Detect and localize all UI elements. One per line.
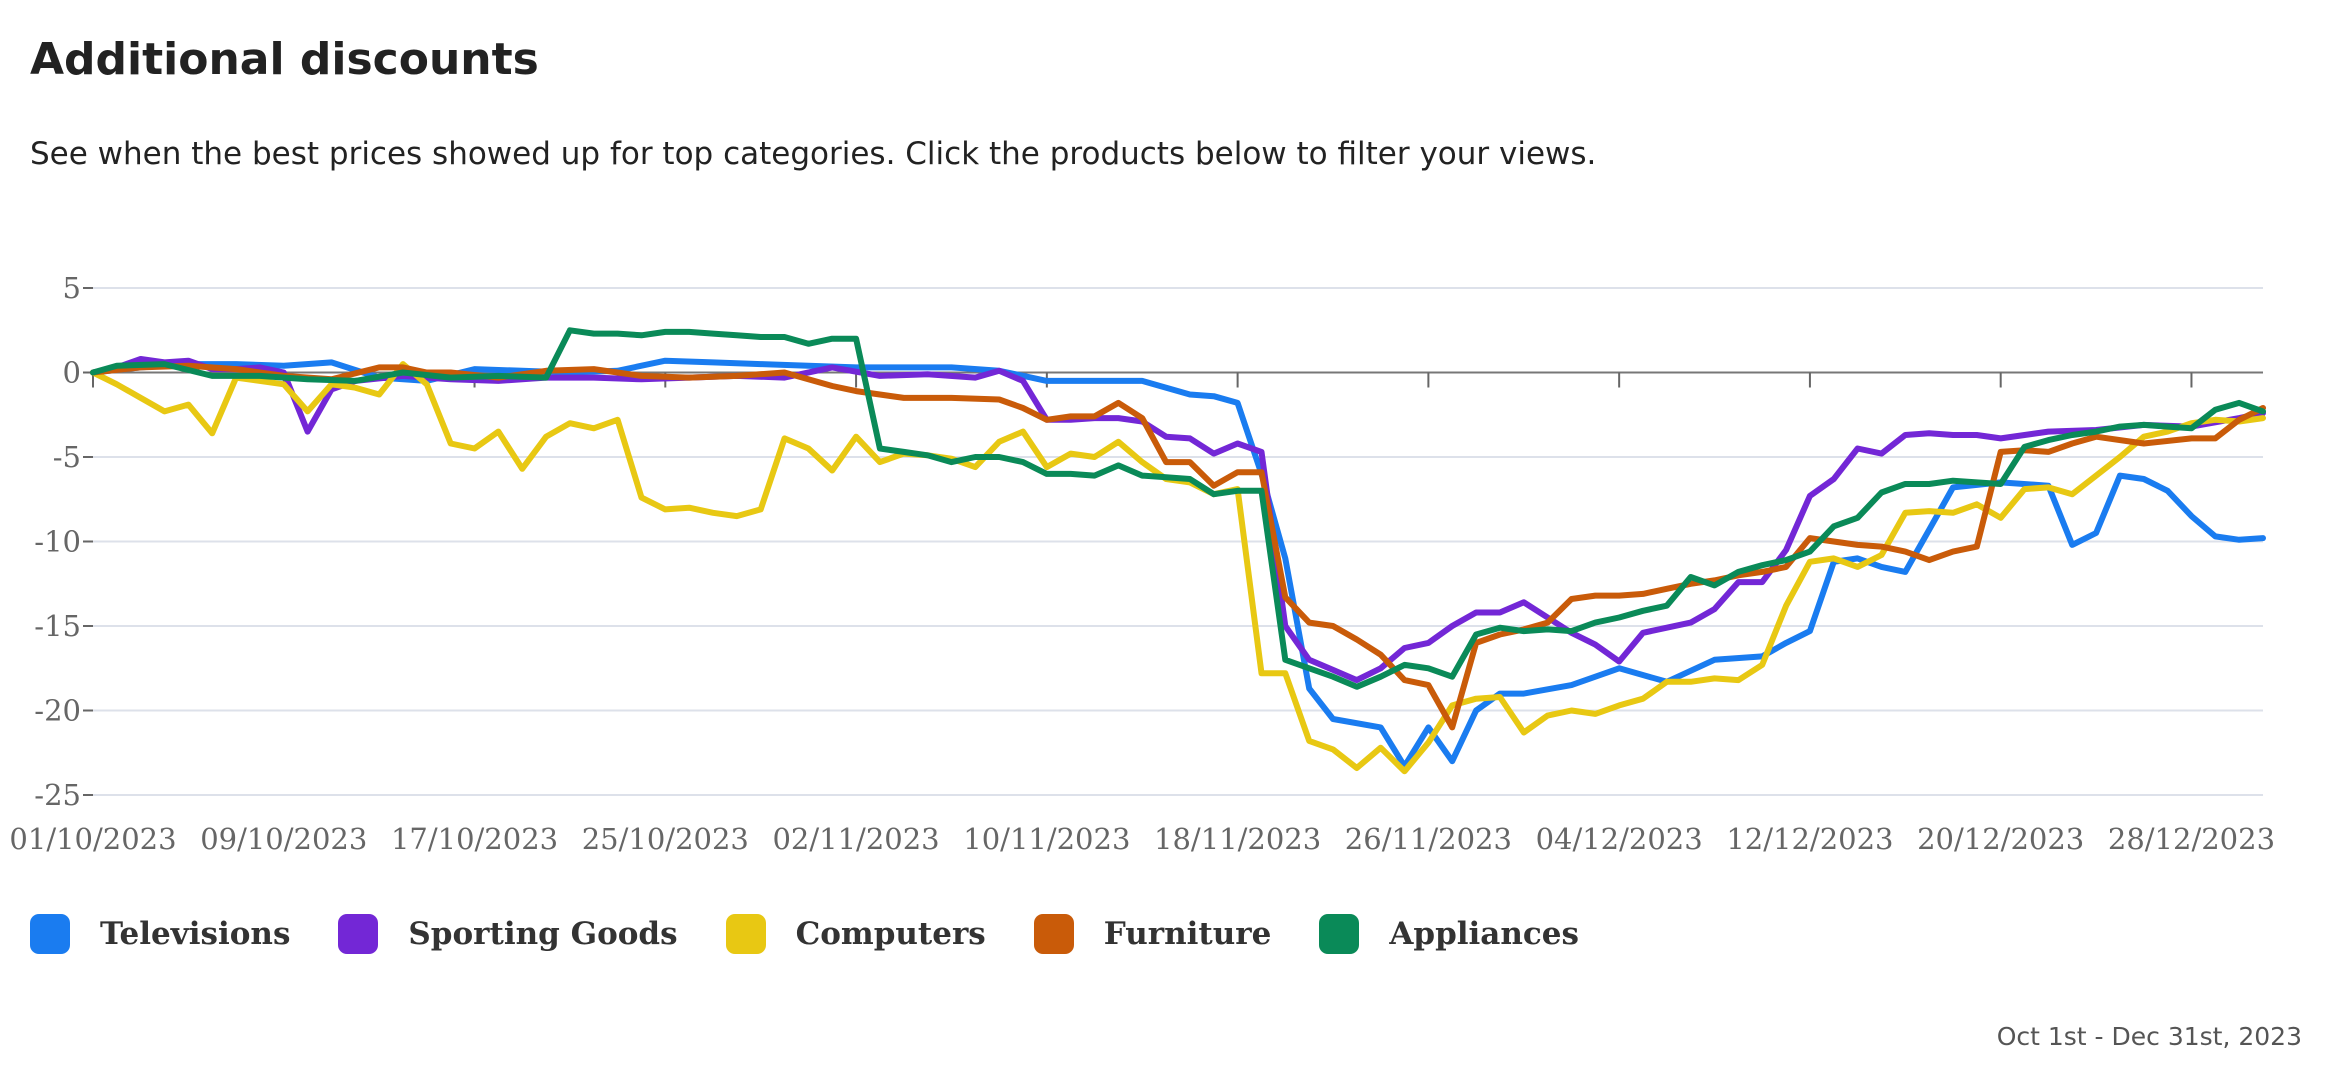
- page-title: Additional discounts: [30, 34, 539, 85]
- x-tick-label: 10/11/2023: [963, 822, 1130, 856]
- axes: 5 0 -5 -10 -15 -20 -25 01/10/2023 09/10/2023 17/1…: [9, 271, 2275, 856]
- page-subtitle: See when the best prices showed up for t…: [30, 136, 1597, 172]
- grid-lines: [93, 287, 2263, 796]
- legend-item-computers[interactable]: Computers: [725, 914, 986, 954]
- legend-swatch: [1033, 914, 1074, 954]
- y-tick-label: -20: [34, 694, 81, 728]
- legend-swatch: [338, 914, 379, 954]
- legend-item-sporting-goods[interactable]: Sporting Goods: [338, 914, 678, 954]
- legend-label: Televisions: [100, 916, 291, 952]
- legend-label: Computers: [795, 916, 986, 952]
- x-tick-label: 25/10/2023: [582, 822, 749, 856]
- legend-item-televisions[interactable]: Televisions: [30, 914, 290, 954]
- legend-item-furniture[interactable]: Furniture: [1033, 914, 1272, 954]
- y-tick-label: 5: [63, 271, 81, 305]
- legend-swatch: [1319, 914, 1360, 954]
- x-tick-label: 02/11/2023: [772, 822, 939, 856]
- y-tick-label: -5: [53, 440, 81, 474]
- legend-label: Furniture: [1103, 916, 1272, 952]
- legend: Televisions Sporting Goods Computers Furnit…: [30, 914, 1627, 954]
- y-tick-label: -10: [34, 525, 81, 559]
- x-tick-label: 12/12/2023: [1726, 822, 1893, 856]
- discount-line-chart: 5 0 -5 -10 -15 -20 -25 01/10/2023 09/10/2023 17/1…: [9, 271, 2275, 856]
- y-tick-label: -25: [34, 778, 81, 812]
- series-line-appliances: [90, 327, 2266, 690]
- legend-item-appliances[interactable]: Appliances: [1319, 914, 1579, 954]
- series-lines: [90, 327, 2266, 775]
- legend-swatch: [725, 914, 766, 954]
- date-range-label: Oct 1st - Dec 31st, 2023: [1996, 1022, 2302, 1051]
- x-tick-label: 04/12/2023: [1536, 822, 1703, 856]
- x-tick-label: 17/10/2023: [391, 822, 558, 856]
- series-line-furniture: [90, 362, 2266, 731]
- legend-swatch: [30, 914, 70, 954]
- x-tick-label: 28/12/2023: [2108, 822, 2275, 856]
- x-tick-label: 09/10/2023: [200, 822, 367, 856]
- x-tick-label: 26/11/2023: [1345, 822, 1512, 856]
- y-tick-label: 0: [63, 356, 81, 390]
- x-tick-label: 18/11/2023: [1154, 822, 1321, 856]
- series-line-televisions: [90, 357, 2266, 770]
- x-tick-label: 01/10/2023: [9, 822, 176, 856]
- legend-label: Appliances: [1389, 916, 1579, 952]
- legend-label: Sporting Goods: [408, 916, 678, 952]
- x-tick-label: 20/12/2023: [1917, 822, 2084, 856]
- y-tick-label: -15: [34, 609, 81, 643]
